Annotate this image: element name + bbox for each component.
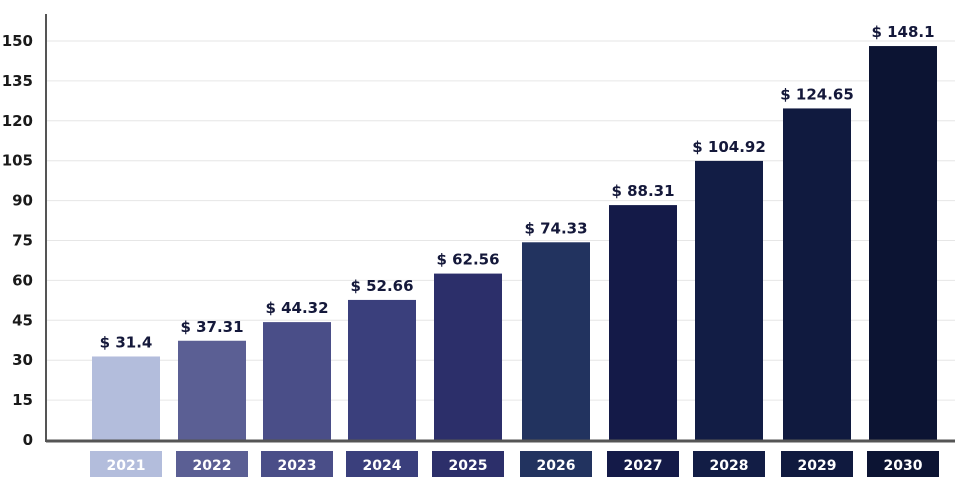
category-box bbox=[520, 451, 592, 477]
y-tick-label: 150 bbox=[2, 32, 33, 50]
category-box bbox=[176, 451, 248, 477]
bar-2026 bbox=[522, 242, 590, 440]
category-box bbox=[867, 451, 939, 477]
y-tick-label: 15 bbox=[12, 391, 33, 409]
x-tick-label: 2030 bbox=[884, 458, 923, 474]
value-label: $ 104.92 bbox=[692, 138, 766, 156]
bar-2028 bbox=[695, 160, 763, 441]
x-tick-label: 2028 bbox=[710, 458, 749, 474]
category-box bbox=[693, 451, 765, 477]
category-box bbox=[346, 451, 418, 477]
bar-2022 bbox=[178, 340, 246, 440]
value-label: $ 52.66 bbox=[350, 277, 413, 295]
y-axis-ticks: 0 15 30 45 60 75 90 105 120 135 150 bbox=[2, 32, 33, 449]
category-box bbox=[432, 451, 504, 477]
y-tick-label: 60 bbox=[12, 271, 33, 289]
category-box bbox=[90, 451, 162, 477]
category-box bbox=[781, 451, 853, 477]
category-box bbox=[607, 451, 679, 477]
y-tick-label: 45 bbox=[12, 311, 33, 329]
x-tick-label: 2024 bbox=[363, 458, 402, 474]
x-tick-label: 2022 bbox=[193, 458, 232, 474]
y-tick-label: 75 bbox=[12, 232, 33, 250]
x-axis-categories: 2021 2022 2023 2024 2025 2026 2027 2028 2029 2030 bbox=[90, 451, 939, 477]
value-label: $ 37.31 bbox=[180, 318, 243, 336]
y-tick-label: 30 bbox=[12, 351, 33, 369]
value-label: $ 62.56 bbox=[436, 251, 499, 269]
x-tick-label: 2029 bbox=[798, 458, 837, 474]
bar-2023 bbox=[263, 322, 331, 440]
y-tick-label: 0 bbox=[23, 431, 33, 449]
y-tick-label: 90 bbox=[12, 192, 33, 210]
x-tick-label: 2025 bbox=[449, 458, 488, 474]
x-tick-label: 2021 bbox=[107, 458, 146, 474]
bars bbox=[92, 46, 937, 441]
y-tick-label: 120 bbox=[2, 112, 33, 130]
value-label: $ 31.4 bbox=[100, 333, 153, 351]
x-tick-label: 2023 bbox=[278, 458, 317, 474]
value-label: $ 124.65 bbox=[780, 85, 854, 103]
bar-2021 bbox=[92, 356, 160, 440]
y-tick-label: 135 bbox=[2, 72, 33, 90]
bar-2024 bbox=[348, 299, 416, 440]
value-label: $ 74.33 bbox=[524, 219, 587, 237]
bar-2027 bbox=[609, 205, 677, 440]
value-labels: $ 31.4 $ 37.31 $ 44.32 $ 52.66 $ 62.56 $ 74.3… bbox=[100, 23, 935, 351]
x-tick-label: 2027 bbox=[624, 458, 663, 474]
x-tick-label: 2026 bbox=[537, 458, 576, 474]
category-box bbox=[261, 451, 333, 477]
bar-2030 bbox=[869, 46, 937, 440]
y-tick-label: 105 bbox=[2, 152, 33, 170]
value-label: $ 88.31 bbox=[611, 182, 674, 200]
value-label: $ 44.32 bbox=[265, 299, 328, 317]
bar-2025 bbox=[434, 273, 502, 440]
bar-2029 bbox=[783, 108, 851, 440]
value-label: $ 148.1 bbox=[871, 23, 934, 41]
